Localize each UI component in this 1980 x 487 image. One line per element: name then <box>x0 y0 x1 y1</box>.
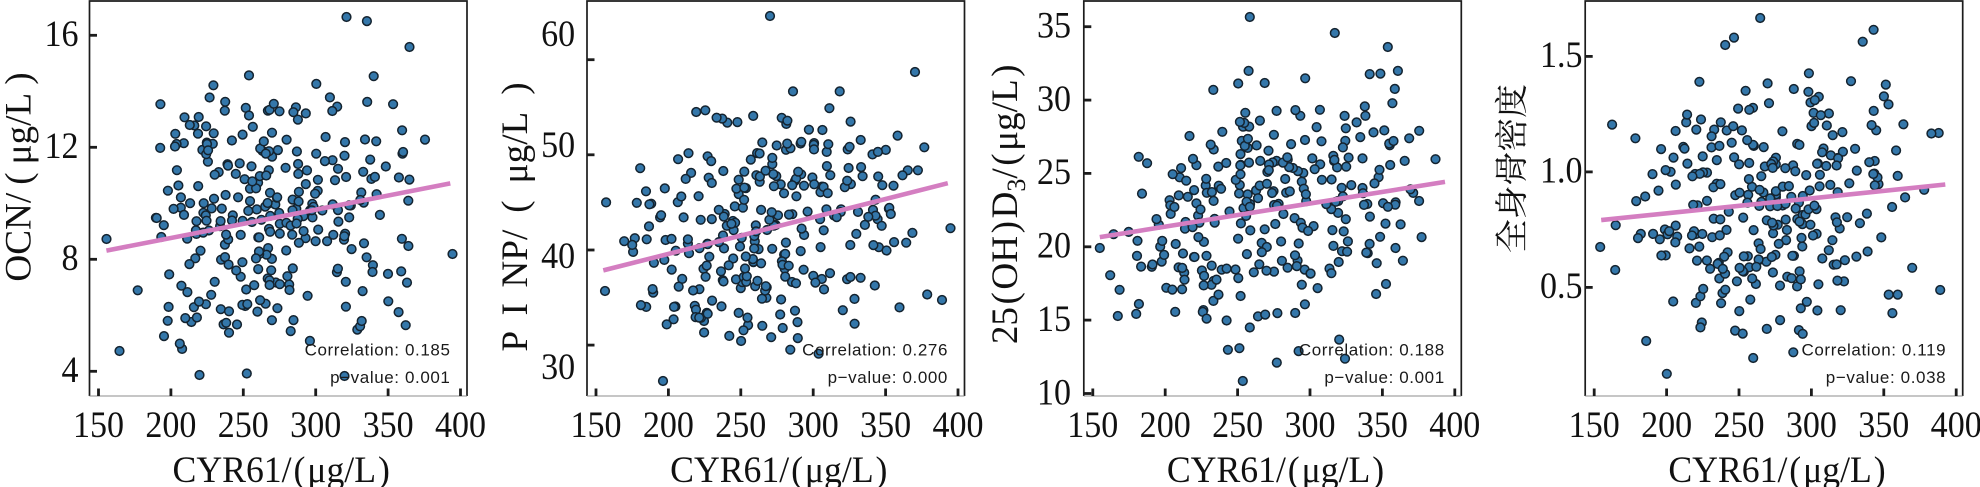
svg-text:400: 400 <box>1931 404 1980 446</box>
svg-text:Correlation: 0.188: Correlation: 0.188 <box>1299 341 1445 360</box>
svg-text:15: 15 <box>1037 298 1071 340</box>
svg-text:200: 200 <box>145 404 196 446</box>
svg-text:1.5: 1.5 <box>1540 34 1583 76</box>
svg-text:300: 300 <box>1786 404 1837 446</box>
svg-text:4: 4 <box>61 349 78 391</box>
svg-text:12: 12 <box>44 125 78 167</box>
svg-text:CYR61/(μg/L): CYR61/(μg/L) <box>670 449 887 487</box>
svg-text:p−value: 0.000: p−value: 0.000 <box>828 368 948 387</box>
svg-text:250: 250 <box>1212 404 1263 446</box>
svg-text:16: 16 <box>44 13 78 55</box>
svg-text:50: 50 <box>541 124 575 166</box>
svg-text:200: 200 <box>643 404 694 446</box>
svg-text:p−value: 0.001: p−value: 0.001 <box>1324 368 1444 387</box>
svg-text:Correlation: 0.276: Correlation: 0.276 <box>802 341 948 360</box>
svg-text:250: 250 <box>1713 404 1764 446</box>
svg-text:60: 60 <box>541 12 575 54</box>
svg-text:150: 150 <box>1067 404 1118 446</box>
svg-text:CYR61/(μg/L): CYR61/(μg/L) <box>1668 449 1885 487</box>
svg-text:300: 300 <box>290 404 341 446</box>
svg-text:400: 400 <box>932 404 983 446</box>
svg-text:300: 300 <box>788 404 839 446</box>
svg-text:200: 200 <box>1641 404 1692 446</box>
svg-text:35: 35 <box>1037 4 1071 46</box>
svg-text:250: 250 <box>715 404 766 446</box>
svg-text:350: 350 <box>363 404 414 446</box>
svg-text:150: 150 <box>1569 404 1620 446</box>
svg-text:40: 40 <box>541 235 575 277</box>
svg-text:30: 30 <box>1037 78 1071 120</box>
svg-text:30: 30 <box>541 346 575 388</box>
svg-text:CYR61/(μg/L): CYR61/(μg/L) <box>1167 449 1384 487</box>
svg-text:1.0: 1.0 <box>1540 149 1583 191</box>
svg-text:p−value: 0.001: p−value: 0.001 <box>330 368 450 387</box>
svg-text:150: 150 <box>570 404 621 446</box>
svg-text:8: 8 <box>61 237 78 279</box>
svg-text:250: 250 <box>218 404 269 446</box>
svg-text:p−value: 0.038: p−value: 0.038 <box>1826 368 1946 387</box>
svg-text:OCN/(μg/L): OCN/(μg/L) <box>0 72 40 281</box>
svg-text:25(OH)D3/(μg/L): 25(OH)D3/(μg/L) <box>985 64 1031 344</box>
svg-text:Correlation: 0.119: Correlation: 0.119 <box>1802 341 1947 360</box>
svg-text:CYR61/(μg/L): CYR61/(μg/L) <box>173 449 390 487</box>
svg-text:20: 20 <box>1037 224 1071 266</box>
svg-text:200: 200 <box>1140 404 1191 446</box>
svg-text:300: 300 <box>1284 404 1335 446</box>
svg-text:10: 10 <box>1037 371 1071 413</box>
svg-text:400: 400 <box>1429 404 1480 446</box>
svg-text:350: 350 <box>860 404 911 446</box>
svg-text:25: 25 <box>1037 151 1071 193</box>
svg-text:0.5: 0.5 <box>1540 265 1583 307</box>
svg-text:350: 350 <box>1357 404 1408 446</box>
svg-text:400: 400 <box>435 404 486 446</box>
svg-text:350: 350 <box>1858 404 1909 446</box>
svg-text:150: 150 <box>73 404 124 446</box>
svg-text:Correlation: 0.185: Correlation: 0.185 <box>305 341 451 360</box>
